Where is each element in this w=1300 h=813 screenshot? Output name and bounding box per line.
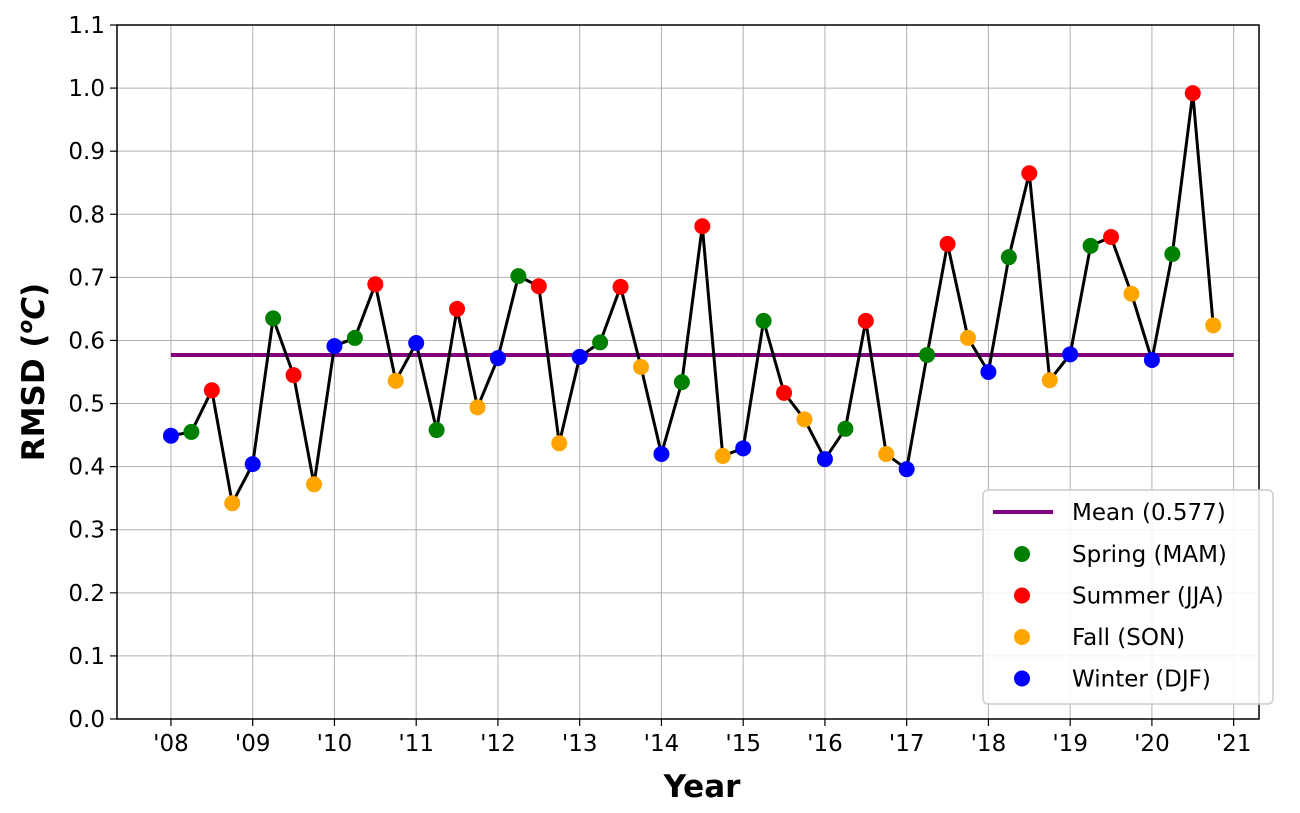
legend-marker (1014, 670, 1030, 687)
data-point (898, 461, 915, 478)
data-point (837, 420, 854, 437)
x-tick-label: '14 (644, 731, 680, 757)
data-point (1062, 346, 1079, 363)
y-tick-label: 0.4 (68, 455, 105, 481)
data-point (714, 447, 731, 464)
axis-ticks: '08 '09 '10 '11 '12 '13 '14 '15 '16 '17 '18 '19 '20 '… (68, 13, 1251, 757)
data-point (346, 329, 363, 346)
data-point (755, 312, 772, 329)
x-tick-label: '13 (562, 731, 598, 757)
x-tick-label: '12 (480, 731, 516, 757)
legend-label: Winter (DJF) (1072, 667, 1211, 693)
series-line (170, 92, 1215, 508)
y-tick-label: 0.2 (68, 581, 105, 607)
data-point (694, 218, 711, 235)
legend-label: Fall (SON) (1072, 625, 1185, 651)
data-point (592, 334, 609, 351)
data-point (1082, 237, 1099, 254)
data-point (428, 422, 445, 439)
data-point (367, 276, 384, 293)
legend-marker (1014, 587, 1030, 604)
legend: Mean (0.577) Spring (MAM) Summer (JJA) Fal… (982, 489, 1274, 705)
x-axis-label: Year (663, 769, 742, 805)
y-tick-label: 0.1 (68, 644, 105, 670)
data-point (469, 399, 486, 416)
data-point (919, 346, 936, 363)
data-point (939, 235, 956, 252)
data-point (1123, 285, 1140, 302)
y-tick-label: 1.1 (68, 13, 105, 39)
data-point (816, 451, 833, 468)
legend-marker (1014, 546, 1030, 562)
y-tick-label: 0.5 (68, 392, 105, 418)
x-tick-label: '17 (889, 731, 925, 757)
data-point (1143, 352, 1160, 369)
y-tick-label: 0.9 (68, 139, 105, 165)
data-point (673, 374, 690, 391)
data-point (796, 411, 813, 428)
x-tick-label: '20 (1134, 731, 1170, 757)
y-tick-label: 0.3 (68, 518, 105, 544)
legend-label: Summer (JJA) (1072, 584, 1224, 610)
data-point (1103, 228, 1120, 245)
legend-mean-label: Mean (0.577) (1072, 500, 1226, 526)
data-point (1000, 249, 1017, 266)
data-point (224, 495, 241, 512)
data-point (326, 338, 343, 355)
data-point (285, 367, 302, 384)
plot-frame (116, 24, 1260, 720)
data-point (653, 446, 670, 463)
data-point (489, 350, 506, 367)
data-point (857, 312, 874, 329)
data-point (510, 268, 527, 285)
data-points (162, 85, 1222, 512)
data-point (1041, 372, 1058, 389)
data-point (878, 446, 895, 463)
data-point (183, 423, 200, 440)
y-tick-label: 0.6 (68, 328, 105, 354)
legend-label: Spring (MAM) (1072, 542, 1227, 568)
legend-marker (1014, 629, 1030, 645)
data-point (387, 372, 404, 389)
data-point (1021, 165, 1038, 182)
x-tick-label: '18 (971, 731, 1007, 757)
y-tick-label: 0.0 (68, 707, 105, 733)
x-tick-label: '08 (153, 731, 189, 757)
x-tick-label: '19 (1052, 731, 1088, 757)
x-tick-label: '11 (398, 731, 434, 757)
x-tick-label: '21 (1216, 731, 1252, 757)
data-point (530, 278, 547, 295)
data-point (551, 435, 568, 452)
y-tick-label: 1.0 (68, 76, 105, 102)
legend-box (982, 489, 1274, 705)
x-tick-label: '16 (807, 731, 843, 757)
data-point (1164, 246, 1181, 263)
data-point (203, 382, 220, 399)
data-point (1205, 317, 1222, 334)
data-point (980, 364, 997, 380)
data-point (408, 334, 425, 351)
y-tick-label: 0.7 (68, 265, 105, 291)
data-point (244, 456, 261, 473)
data-point (306, 476, 323, 493)
data-point (1184, 85, 1201, 102)
data-point (612, 278, 629, 295)
data-point (959, 329, 976, 346)
x-tick-label: '09 (235, 731, 271, 757)
data-point (776, 384, 793, 401)
data-point (571, 348, 588, 365)
y-tick-label: 0.8 (68, 202, 105, 228)
data-point (632, 358, 649, 375)
x-tick-label: '15 (725, 731, 761, 757)
data-point (449, 300, 466, 317)
data-point (265, 310, 282, 327)
data-point (162, 427, 179, 444)
y-axis-label: RMSD (oC) (13, 283, 52, 461)
x-tick-label: '10 (317, 731, 353, 757)
data-point (735, 440, 752, 457)
